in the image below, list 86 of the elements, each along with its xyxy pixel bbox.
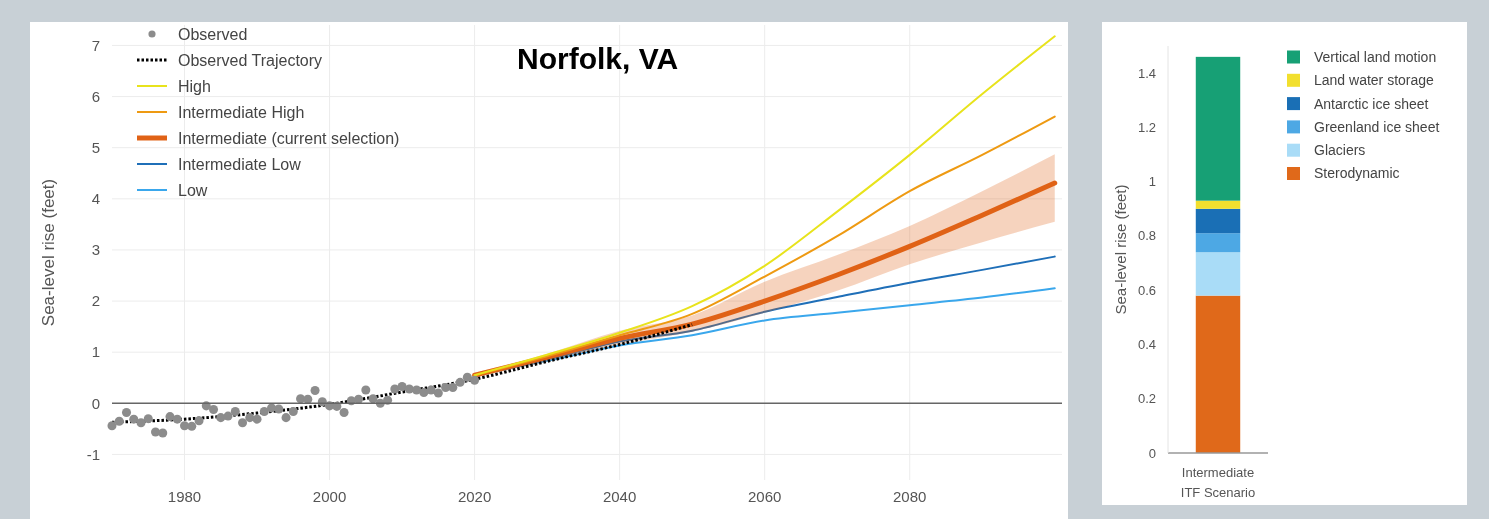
bar [1195,233,1241,253]
x-tick-label: 2020 [457,488,492,505]
point [187,421,197,431]
point [390,384,400,394]
y-tick-label: 7 [91,36,100,54]
y-tick-label: -1 [86,445,100,463]
point [121,408,132,418]
point [129,414,139,424]
point [288,406,298,416]
legend-label: Vertical land motion [1314,48,1437,65]
point [143,414,153,424]
point [426,385,436,395]
point [412,385,422,395]
bar [1195,200,1241,209]
legend-label: Antarctic ice sheet [1314,95,1429,112]
point [274,404,284,414]
legend-label: High [178,77,211,95]
point [172,414,182,424]
y-tick-label: 5 [91,138,100,156]
x-tick-label: 2040 [602,488,637,505]
point [368,394,378,404]
x-tick-label: 2080 [893,488,927,505]
bar [1195,208,1241,234]
point [455,377,465,387]
legend-label: Intermediate (current selection) [178,129,400,147]
point [194,416,204,426]
y-axis-title: Sea-level rise (feet) [1112,184,1129,315]
point [310,386,320,396]
legend-label: Low [178,181,208,199]
y-tick-label: 0.2 [1137,391,1156,407]
point [470,375,480,385]
x-tick-label: 1980 [167,488,202,505]
point [245,413,255,423]
point [209,404,219,414]
point [361,385,371,395]
y-axis-title: Sea-level rise (feet) [39,178,58,327]
legend-label: Intermediate Low [178,155,302,173]
point [281,413,291,423]
legend-label: Glaciers [1314,142,1366,159]
legend-label: Land water storage [1314,72,1435,89]
y-tick-label: 0.8 [1137,228,1156,244]
legend-label: Observed Trajectory [178,51,323,69]
point [419,388,429,398]
legend-label: Observed [178,25,248,43]
y-tick-label: 0.4 [1137,337,1156,353]
y-tick-label: 1.2 [1137,119,1156,135]
point [107,421,117,431]
point [448,382,458,392]
text: Norfolk, VA [517,42,679,75]
point [230,406,240,416]
x-tick-label: 2000 [312,488,347,505]
point [238,418,248,428]
y-tick-label: 4 [91,190,100,208]
y-tick-label: 2 [91,292,100,310]
point [433,388,443,398]
y-tick-label: 0.6 [1137,282,1156,298]
point [259,406,269,416]
bar [1195,295,1241,453]
point [216,413,226,423]
point [354,394,364,404]
y-tick-label: 0 [91,394,100,412]
point [303,394,313,404]
legend-label: Greenland ice sheet [1314,118,1440,135]
x-tick-label: Intermediate ITF Scenario [1180,465,1256,501]
point [462,372,472,382]
point [114,416,124,426]
y-tick-label: 3 [91,241,100,259]
legend-label: Sterodynamic [1314,165,1400,182]
y-tick-label: 0 [1148,445,1156,461]
point [223,411,233,421]
x-tick-label: 2060 [747,488,782,505]
y-tick-label: 1.4 [1137,65,1156,81]
bar [1195,56,1241,201]
point [165,412,175,422]
bar [1195,252,1241,296]
point [397,381,407,391]
point [180,421,190,431]
legend-label: Intermediate High [178,103,305,121]
point [339,408,349,418]
point [252,414,262,424]
point [158,428,168,438]
point [296,394,306,404]
point [383,395,393,405]
y-tick-label: 6 [91,87,100,105]
y-tick-label: 1 [1148,174,1156,190]
y-tick-label: 1 [91,343,100,361]
